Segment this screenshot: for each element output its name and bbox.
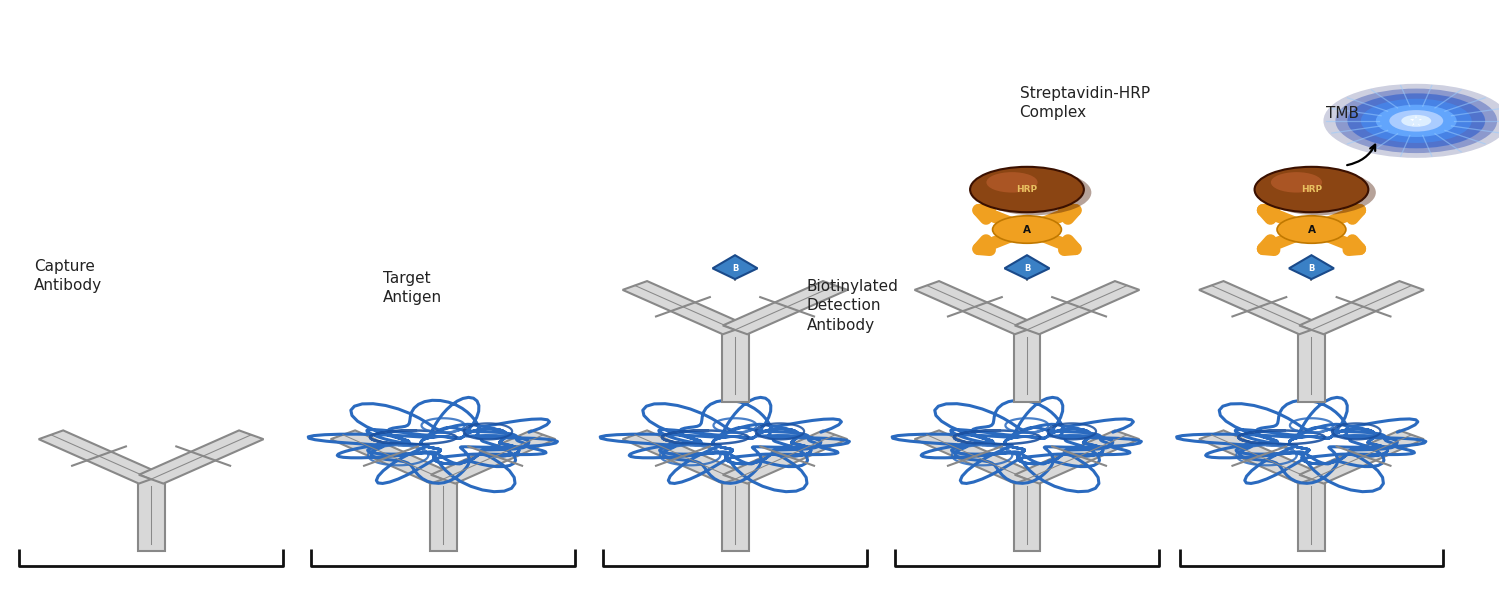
Text: Biotinylated
Detection
Antibody: Biotinylated Detection Antibody [807, 279, 898, 332]
Circle shape [1276, 216, 1346, 243]
Circle shape [1335, 89, 1497, 153]
Text: TMB: TMB [1326, 106, 1359, 121]
Polygon shape [723, 430, 848, 484]
Circle shape [1401, 115, 1431, 127]
Polygon shape [1288, 255, 1334, 279]
Text: Capture
Antibody: Capture Antibody [34, 259, 102, 293]
Circle shape [1323, 84, 1500, 158]
Text: Streptavidin-HRP
Complex: Streptavidin-HRP Complex [1020, 86, 1149, 120]
Circle shape [1389, 110, 1443, 131]
Text: B: B [732, 264, 738, 273]
Circle shape [1270, 172, 1322, 193]
Polygon shape [1198, 281, 1323, 334]
Polygon shape [915, 430, 1040, 484]
Circle shape [993, 216, 1062, 243]
Bar [722, 330, 748, 401]
Circle shape [1376, 105, 1456, 137]
Polygon shape [1299, 430, 1424, 484]
Bar [1014, 330, 1041, 401]
Text: HRP: HRP [1017, 185, 1038, 194]
Polygon shape [1198, 430, 1323, 484]
Circle shape [1254, 167, 1368, 212]
Circle shape [987, 172, 1038, 193]
Text: A: A [1308, 224, 1316, 235]
Bar [1298, 330, 1324, 401]
Text: B: B [1308, 264, 1314, 273]
Circle shape [1360, 99, 1472, 143]
Bar [1298, 479, 1324, 551]
Polygon shape [915, 281, 1040, 334]
Circle shape [1262, 170, 1376, 215]
Bar [429, 479, 456, 551]
Polygon shape [140, 430, 264, 484]
Text: B: B [1024, 264, 1030, 273]
Text: A: A [1023, 224, 1031, 235]
Bar [1014, 479, 1041, 551]
Text: Target
Antigen: Target Antigen [382, 271, 442, 305]
Polygon shape [39, 430, 164, 484]
Polygon shape [430, 430, 555, 484]
Polygon shape [330, 430, 456, 484]
Polygon shape [1005, 255, 1050, 279]
Polygon shape [1014, 281, 1140, 334]
Polygon shape [622, 430, 747, 484]
Polygon shape [723, 281, 848, 334]
Polygon shape [1014, 430, 1140, 484]
Text: HRP: HRP [1300, 185, 1322, 194]
Circle shape [1347, 94, 1485, 148]
Circle shape [970, 167, 1084, 212]
Bar [722, 479, 748, 551]
Polygon shape [712, 255, 758, 279]
Circle shape [978, 170, 1092, 215]
Polygon shape [622, 281, 747, 334]
Polygon shape [1299, 281, 1424, 334]
Bar [138, 479, 165, 551]
